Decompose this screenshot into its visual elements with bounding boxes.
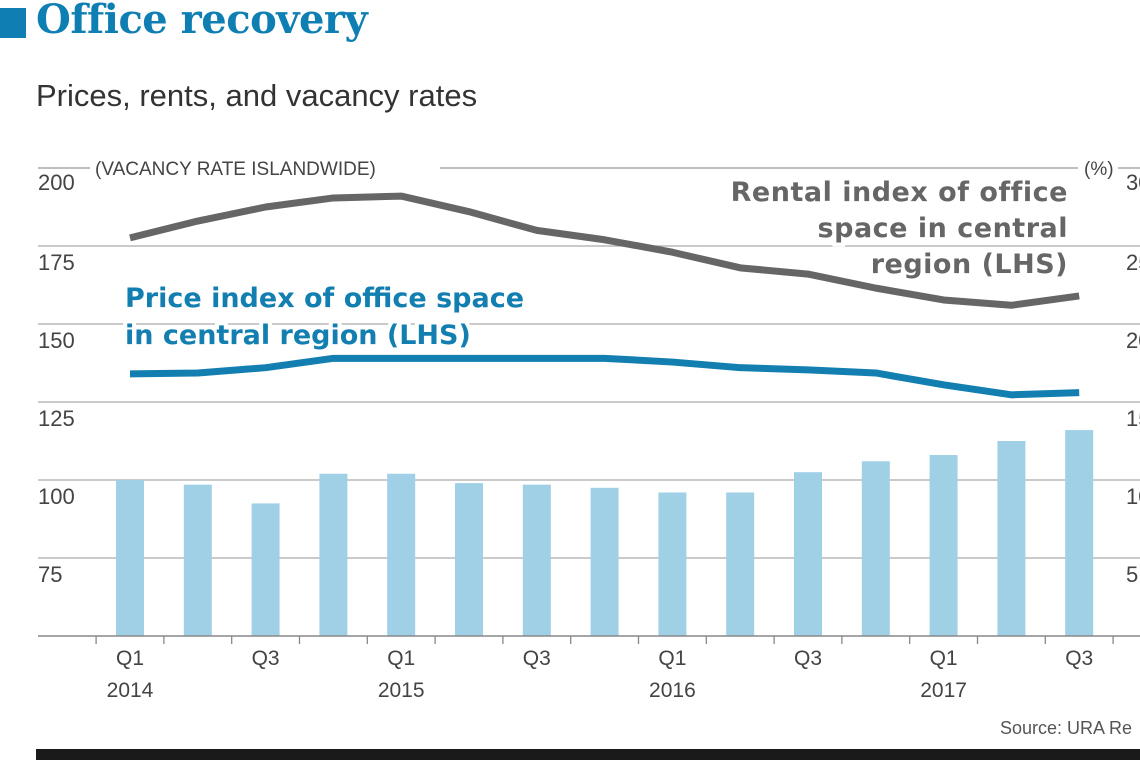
chart-title: Office recovery xyxy=(36,0,368,43)
price-index-label: Price index of office space xyxy=(125,283,524,314)
vacancy-bar xyxy=(183,484,212,636)
vacancy-bar xyxy=(861,461,890,636)
footer-bar xyxy=(36,749,1140,760)
vacancy-bar xyxy=(794,472,822,636)
rental-index-line xyxy=(129,192,1080,309)
x-axis-quarter-label: Q3 xyxy=(794,647,822,670)
left-axis-tick-label: 75 xyxy=(38,562,62,587)
right-axis-tick-label: 10 xyxy=(1126,484,1140,509)
x-axis-year-label: 2016 xyxy=(649,679,696,702)
vacancy-bar xyxy=(251,503,280,636)
right-axis-tick-label: 30 xyxy=(1126,170,1140,195)
x-axis-quarter-label: Q1 xyxy=(116,647,144,670)
vacancy-bar xyxy=(658,492,687,636)
vacancy-bar xyxy=(116,480,144,636)
rental-index-label: space in central xyxy=(818,213,1068,244)
price-index-line xyxy=(129,354,1080,399)
right-axis-tick-label: 25 xyxy=(1126,250,1140,275)
chart-subtitle: Prices, rents, and vacancy rates xyxy=(36,78,478,113)
x-axis-year-label: 2017 xyxy=(920,679,967,702)
vacancy-bar xyxy=(387,473,416,636)
vacancy-bar xyxy=(726,492,755,636)
title-accent-bar xyxy=(0,8,26,38)
x-axis-quarter-label: Q1 xyxy=(387,647,415,670)
right-axis-tick-label: 15 xyxy=(1126,406,1140,431)
right-axis-unit-label: (%) xyxy=(1084,159,1114,180)
x-axis-quarter-label: Q3 xyxy=(523,647,551,670)
left-axis-tick-label: 125 xyxy=(38,406,75,431)
vacancy-bar xyxy=(590,487,619,636)
left-axis-tick-label: 100 xyxy=(38,484,75,509)
price-index-label: in central region (LHS) xyxy=(125,320,471,351)
left-axis-tick-label: 150 xyxy=(38,328,75,353)
left-axis-tick-label: 175 xyxy=(38,250,75,275)
left-axis-tick-label: 200 xyxy=(38,170,75,195)
vacancy-bar xyxy=(455,483,483,636)
source-note: Source: URA Re xyxy=(1000,718,1133,738)
vacancy-bar xyxy=(522,484,551,636)
right-axis-tick-label: 20 xyxy=(1126,328,1140,353)
x-axis-year-label: 2015 xyxy=(378,679,425,702)
x-axis-quarter-label: Q1 xyxy=(930,647,958,670)
rental-index-label: region (LHS) xyxy=(871,249,1068,280)
x-axis-quarter-label: Q3 xyxy=(1065,647,1093,670)
vacancy-bar xyxy=(319,473,348,636)
vacancy-bar xyxy=(929,455,958,636)
bar-axis-label: (VACANCY RATE ISLANDWIDE) xyxy=(95,159,376,180)
rental-index-label: Rental index of office xyxy=(731,177,1068,208)
x-axis-quarter-label: Q3 xyxy=(252,647,280,670)
x-axis-quarter-label: Q1 xyxy=(658,647,686,670)
vacancy-bar xyxy=(997,441,1026,636)
x-axis-year-label: 2014 xyxy=(107,679,154,702)
vacancy-bar xyxy=(1065,430,1094,636)
right-axis-tick-label: 5 xyxy=(1126,562,1138,587)
